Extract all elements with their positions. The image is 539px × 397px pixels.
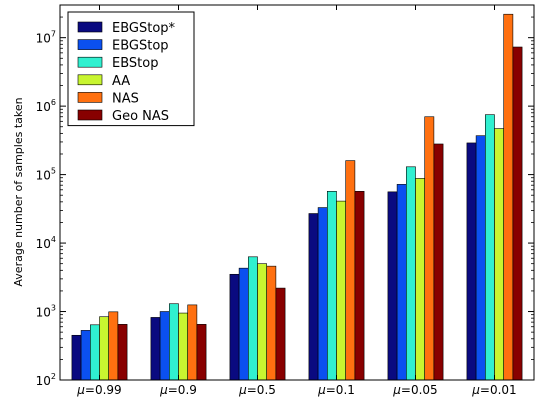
x-tick-label-value: =0.05: [401, 383, 438, 397]
x-tick-label-symbol: μ: [392, 383, 401, 397]
x-tick-label: μ=0.9: [159, 383, 197, 397]
bar-ebgstop-5: [475, 135, 486, 381]
x-tick-label-value: =0.01: [480, 383, 517, 397]
bar-ebstop-4: [405, 166, 416, 381]
bar-geo-nas-3: [354, 191, 365, 381]
legend-swatch: [77, 56, 103, 68]
y-tick-label: 103: [36, 304, 56, 320]
x-tick-label: μ=0.01: [471, 383, 516, 397]
bar-geo-nas-5: [512, 46, 523, 381]
legend-swatch: [77, 74, 103, 86]
bar-nas-3: [345, 160, 356, 381]
bar-geo-nas-1: [196, 324, 207, 381]
bar-ebgstop--1: [150, 317, 161, 381]
legend-label: EBGStop: [112, 39, 169, 54]
bar-ebstop-2: [248, 256, 258, 381]
x-tick-label-symbol: μ: [159, 383, 168, 397]
y-tick-label-exponent: 5: [51, 167, 56, 176]
y-tick-label-base: 10: [36, 237, 51, 251]
bar-aa-5: [494, 128, 504, 381]
bar-aa-3: [336, 200, 346, 381]
y-tick-label-base: 10: [36, 32, 51, 46]
bar-nas-1: [187, 304, 198, 381]
x-tick-label: μ=0.99: [76, 383, 121, 397]
bar-ebgstop--3: [308, 213, 319, 381]
legend-label: EBGStop*: [112, 21, 176, 36]
y-axis-label: Average number of samples taken: [12, 97, 25, 286]
legend-label: AA: [112, 74, 130, 89]
y-tick-label-base: 10: [36, 306, 51, 320]
legend-swatch: [77, 109, 103, 121]
y-tick-label-exponent: 3: [51, 304, 56, 313]
x-tick-label-value: =0.9: [168, 383, 197, 397]
x-tick-label: μ=0.05: [392, 383, 437, 397]
legend-frame: [67, 11, 195, 127]
y-tick-label-base: 10: [36, 100, 51, 114]
bar-geo-nas-0: [117, 324, 128, 381]
bar-ebgstop-1: [159, 311, 170, 381]
legend-swatch: [77, 21, 103, 33]
x-tick-label: μ=0.1: [317, 383, 355, 397]
bar-nas-5: [503, 13, 514, 381]
legend: EBGStop* EBGStop EBStop AA NAS Geo NAS: [67, 11, 195, 127]
x-ticks-group: μ=0.99 μ=0.9 μ=0.5 μ=0.1 μ=0.05 μ=0.01: [76, 5, 517, 397]
y-tick-label-exponent: 4: [51, 235, 56, 244]
x-tick-label-value: =0.5: [247, 383, 276, 397]
bar-ebgstop--4: [387, 191, 398, 381]
legend-swatch: [77, 92, 103, 103]
y-tick-label-base: 10: [36, 169, 51, 183]
legend-label: NAS: [112, 91, 139, 106]
x-tick-label-value: =0.1: [326, 383, 355, 397]
bar-ebgstop--5: [466, 142, 477, 381]
bar-nas-2: [266, 265, 277, 381]
bar-ebstop-0: [90, 324, 100, 381]
bar-aa-4: [415, 178, 425, 381]
bar-ebgstop-0: [80, 330, 91, 381]
bar-aa-2: [257, 263, 267, 381]
x-tick-label: μ=0.5: [238, 383, 276, 397]
y-tick-label-exponent: 6: [51, 98, 56, 107]
y-tick-label: 106: [36, 98, 56, 114]
bar-ebgstop--2: [229, 273, 240, 381]
x-tick-label-symbol: μ: [317, 383, 326, 397]
bar-geo-nas-4: [433, 143, 444, 381]
y-tick-label-exponent: 7: [51, 30, 56, 39]
x-tick-label-symbol: μ: [238, 383, 247, 397]
bar-ebgstop-3: [317, 207, 328, 381]
y-tick-label: 102: [36, 372, 56, 388]
y-tick-label: 107: [36, 30, 56, 46]
plot-frame: [59, 4, 535, 381]
y-tick-label: 105: [36, 167, 56, 183]
x-tick-label-symbol: μ: [471, 383, 480, 397]
bar-ebgstop--0: [71, 334, 82, 381]
bar-ebgstop-2: [238, 267, 249, 381]
y-tick-label: 104: [36, 235, 56, 251]
x-tick-label-value: =0.99: [85, 383, 122, 397]
bar-aa-1: [178, 312, 188, 381]
bar-ebstop-1: [169, 303, 179, 381]
x-tick-label-symbol: μ: [76, 383, 85, 397]
bar-nas-0: [108, 311, 119, 381]
bar-geo-nas-2: [275, 287, 286, 381]
bar-aa-0: [99, 316, 109, 381]
y-tick-label-base: 10: [36, 374, 51, 388]
bar-nas-4: [424, 116, 435, 381]
y-tick-label-exponent: 2: [51, 372, 56, 381]
bar-ebstop-5: [484, 114, 495, 381]
bar-ebgstop-4: [396, 184, 407, 381]
bar-ebstop-3: [326, 191, 337, 381]
legend-label: EBStop: [112, 56, 158, 71]
legend-label: Geo NAS: [112, 109, 169, 124]
legend-swatch: [77, 39, 103, 50]
